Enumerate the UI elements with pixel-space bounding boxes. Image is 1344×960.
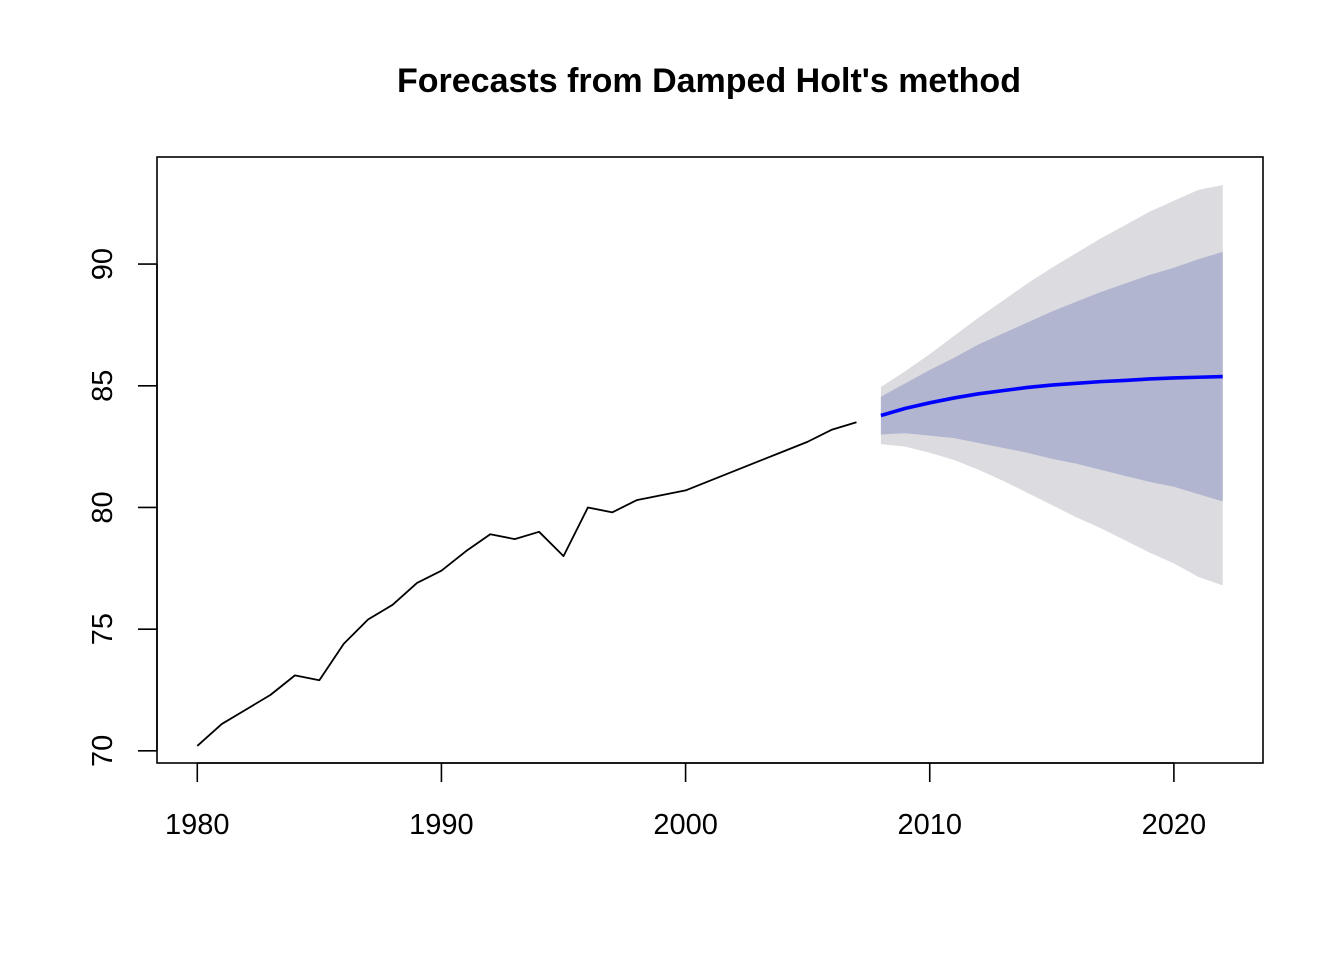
series-lines	[196, 374, 1223, 747]
x-tick-label: 1980	[165, 809, 230, 841]
x-tick-label: 2020	[1142, 809, 1207, 841]
y-tick-label: 90	[87, 248, 119, 280]
x-axis: 1980 1990 2000 2010 2020	[165, 762, 1207, 841]
y-tick-label: 80	[87, 491, 119, 523]
chart-title: Forecasts from Damped Holt's method	[397, 62, 1021, 100]
series-history-line	[196, 421, 857, 747]
series-forecast-line	[880, 374, 1223, 418]
x-tick-label: 2010	[897, 809, 962, 841]
x-tick-label: 2000	[653, 809, 718, 841]
y-tick-label: 75	[87, 613, 119, 645]
band-80	[880, 251, 1223, 502]
y-tick-label: 85	[87, 370, 119, 402]
y-tick-label: 70	[87, 735, 119, 767]
y-axis: 70 75 80 85 90	[87, 248, 158, 767]
x-tick-label: 1990	[409, 809, 474, 841]
